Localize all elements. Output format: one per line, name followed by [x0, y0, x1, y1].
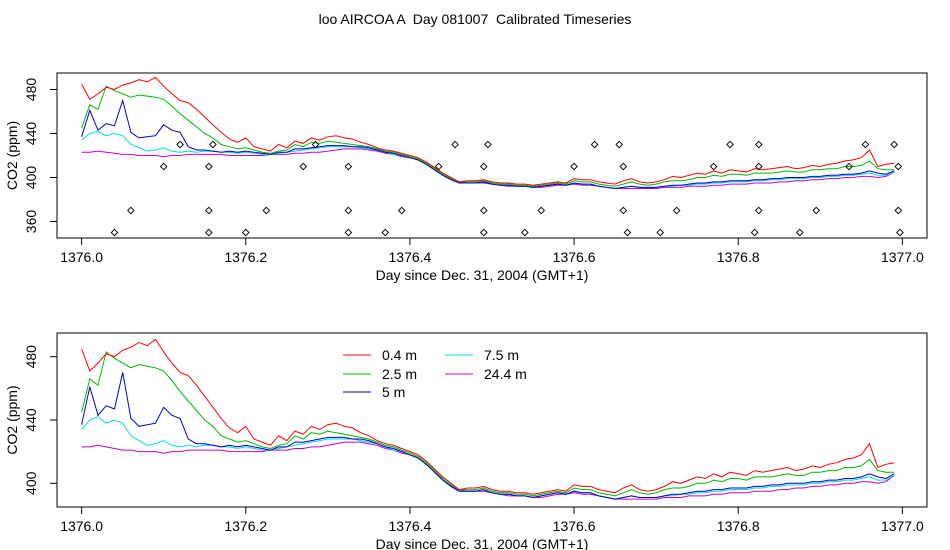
panel-top: 1376.0 1376.2 1376.4 1376.6 1376.8 1377.0 360 4…	[4, 72, 928, 283]
legend-label: 24.4 m	[484, 366, 527, 382]
calibration-marker	[896, 228, 904, 237]
calibration-marker	[845, 162, 853, 171]
calibration-marker	[520, 228, 529, 237]
series-line-0-4-m	[81, 76, 895, 186]
legend-label: 0.4 m	[382, 347, 417, 363]
calibration-marker	[299, 162, 308, 171]
calibration-marker	[209, 140, 217, 149]
calibration-marker	[615, 140, 624, 149]
legend-label: 5 m	[382, 384, 405, 400]
calibration-marker	[479, 206, 488, 215]
calibration-marker	[159, 162, 168, 171]
y-tick-label: 400	[23, 471, 39, 495]
plot-frame	[56, 72, 928, 239]
x-axis-label: Day since Dec. 31, 2004 (GMT+1)	[376, 267, 589, 283]
series-line-2-5-m	[81, 85, 895, 187]
series-line-5-m	[81, 98, 895, 190]
x-tick-label: 1376.0	[60, 518, 103, 534]
series-line-0-4-m	[81, 338, 895, 495]
calibration-marker	[205, 206, 213, 215]
calibration-marker	[205, 228, 213, 237]
x-tick-label: 1376.6	[553, 249, 596, 265]
calibration-marker	[812, 206, 821, 215]
y-tick-label: 480	[23, 345, 39, 369]
x-tick-label: 1376.4	[389, 249, 432, 265]
calibration-marker	[623, 228, 632, 237]
calibration-marker	[570, 162, 578, 171]
calibration-marker	[484, 140, 492, 149]
series-line-7-5-m	[81, 416, 895, 500]
legend-label: 7.5 m	[484, 347, 519, 363]
series-line-24-4-m	[81, 148, 895, 189]
calibration-marker	[479, 162, 488, 171]
x-tick-label: 1376.8	[717, 518, 760, 534]
x-tick-label: 1376.2	[224, 518, 267, 534]
calibration-marker	[537, 206, 546, 215]
panel-bottom: 1376.0 1376.2 1376.4 1376.6 1376.8 1377.0 400 4…	[4, 332, 928, 550]
page-title: loo AIRCOA A Day 081007 Calibrated Times…	[318, 11, 632, 27]
calibration-marker	[754, 162, 763, 171]
calibration-marker	[344, 206, 353, 215]
calibration-marker	[479, 228, 488, 237]
calibration-marker	[656, 228, 665, 237]
x-tick-label: 1376.0	[60, 249, 103, 265]
legend-label: 2.5 m	[382, 366, 417, 382]
calibration-marker	[619, 206, 628, 215]
calibration-marker	[894, 162, 903, 171]
series-line-7-5-m	[81, 130, 895, 190]
calibration-marker	[434, 162, 443, 171]
calibration-marker	[890, 140, 899, 149]
y-tick-label: 440	[23, 122, 39, 146]
calibration-marker	[311, 140, 320, 149]
calibration-marker	[381, 228, 390, 237]
calibration-marker	[672, 206, 681, 215]
calibration-marker	[590, 140, 599, 149]
calibration-marker	[344, 228, 353, 237]
series-line-24-4-m	[81, 441, 895, 500]
x-tick-label: 1376.2	[224, 249, 267, 265]
x-tick-label: 1377.0	[881, 249, 924, 265]
calibration-marker	[176, 140, 184, 149]
calibration-marker	[241, 228, 250, 237]
y-tick-label: 400	[23, 166, 39, 190]
x-tick-label: 1376.8	[717, 249, 760, 265]
x-tick-label: 1377.0	[881, 518, 924, 534]
x-axis-label: Day since Dec. 31, 2004 (GMT+1)	[376, 536, 589, 550]
series-line-2-5-m	[81, 351, 895, 497]
y-axis-label: CO2 (ppm)	[4, 121, 20, 190]
calibration-marker	[709, 162, 718, 171]
y-tick-label: 440	[23, 408, 39, 432]
calibration-marker	[861, 140, 870, 149]
calibration-marker	[344, 162, 353, 171]
calibration-marker	[205, 162, 213, 171]
calibration-marker	[750, 228, 759, 237]
calibration-marker	[127, 206, 135, 215]
x-tick-label: 1376.6	[553, 518, 596, 534]
y-tick-label: 360	[23, 210, 39, 234]
calibration-marker	[619, 162, 628, 171]
series-line-5-m	[81, 372, 895, 500]
legend: 0.4 m 2.5 m 5 m 7.5 m 24.4 m	[343, 347, 527, 400]
calibration-marker	[754, 206, 763, 215]
calibration-marker	[110, 228, 119, 237]
calibration-marker	[894, 206, 903, 215]
calibration-marker	[754, 140, 763, 149]
calibration-marker	[262, 206, 271, 215]
y-tick-label: 480	[23, 78, 39, 102]
calibration-marker	[451, 140, 459, 149]
x-tick-label: 1376.4	[389, 518, 432, 534]
calibration-marker	[726, 140, 734, 149]
y-axis-label: CO2 (ppm)	[4, 385, 20, 454]
calibration-marker	[795, 228, 804, 237]
calibration-marker	[397, 206, 406, 215]
